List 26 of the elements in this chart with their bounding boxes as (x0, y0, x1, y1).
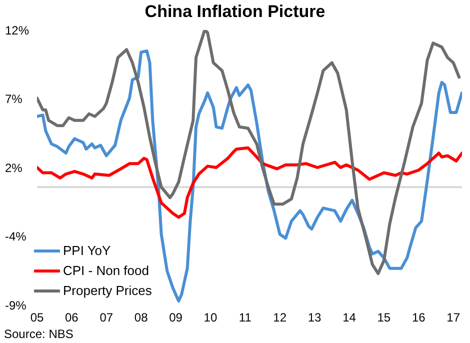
x-tick-label: 08 (134, 310, 148, 325)
y-tick-label: 2% (5, 160, 23, 175)
line-series (37, 146, 462, 219)
x-tick-label: 13 (308, 310, 322, 325)
line-series (37, 30, 461, 276)
x-tick-label: 07 (100, 310, 114, 325)
y-tick-label: 12% (5, 23, 30, 38)
x-tick-label: 12 (273, 310, 287, 325)
x-tick-label: 10 (204, 310, 218, 325)
source-note: Source: NBS (4, 327, 74, 341)
legend-label: CPI - Non food (63, 262, 149, 280)
chart-title: China Inflation Picture (144, 2, 326, 22)
y-tick-label: -9% (5, 298, 27, 312)
legend-label: Property Prices (63, 282, 152, 300)
y-tick-label: -4% (5, 230, 27, 244)
line-series (37, 49, 462, 303)
x-tick-label: 11 (238, 310, 252, 325)
x-tick-label: 09 (169, 310, 183, 325)
x-tick-label: 16 (412, 310, 426, 325)
x-tick-label: 14 (342, 310, 356, 325)
x-tick-label: 06 (65, 310, 79, 325)
x-tick-label: 17 (446, 310, 460, 325)
x-tick-label: 15 (377, 310, 391, 325)
x-tick-label: 05 (30, 310, 44, 325)
y-tick-label: 7% (5, 92, 23, 106)
legend-label: PPI YoY (63, 242, 111, 260)
